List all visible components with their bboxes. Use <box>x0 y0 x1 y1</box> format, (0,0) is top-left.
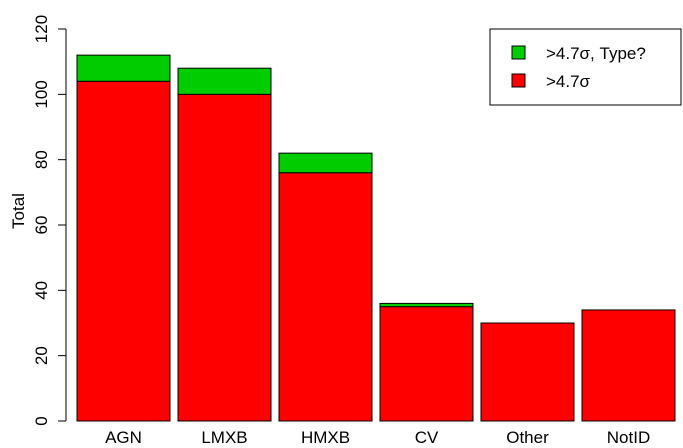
bar-agn-series-1 <box>76 54 171 82</box>
legend-label-significant: >4.7σ <box>546 72 591 91</box>
bar-hmxb-series-0 <box>278 172 373 422</box>
bar-cv-series-0 <box>379 306 474 422</box>
bar-agn-series-0 <box>76 80 171 422</box>
y-axis-label: Total <box>9 193 28 229</box>
legend-label-type-unknown: >4.7σ, Type? <box>546 44 646 63</box>
y-tick-label: 120 <box>32 15 51 43</box>
y-tick-label: 100 <box>32 80 51 108</box>
y-tick-label: 0 <box>32 416 51 425</box>
bar-lmxb-series-0 <box>177 93 272 422</box>
x-tick-label-notid: NotID <box>607 428 650 447</box>
bar-other-series-0 <box>480 322 575 422</box>
bar-hmxb-series-1 <box>278 152 373 174</box>
bar-notid-series-0 <box>581 309 676 422</box>
x-tick-label-hmxb: HMXB <box>301 428 350 447</box>
x-tick-label-cv: CV <box>415 428 439 447</box>
legend: >4.7σ, Type? >4.7σ <box>489 28 682 106</box>
y-tick-label: 20 <box>32 346 51 365</box>
bars <box>76 54 676 422</box>
x-tick-label-other: Other <box>506 428 549 447</box>
legend-swatch-type-unknown <box>511 45 526 60</box>
y-axis: 0 20 40 60 80 100 120 <box>32 15 67 426</box>
y-tick-label: 60 <box>32 216 51 235</box>
x-tick-label-lmxb: LMXB <box>201 428 247 447</box>
bar-cv-series-1 <box>379 302 474 308</box>
legend-swatch-significant <box>511 73 526 88</box>
y-tick-label: 80 <box>32 150 51 169</box>
bar-lmxb-series-1 <box>177 67 272 95</box>
legend-box <box>489 28 682 106</box>
y-tick-label: 40 <box>32 281 51 300</box>
x-tick-labels: AGN LMXB HMXB CV Other NotID <box>105 428 650 447</box>
x-tick-label-agn: AGN <box>105 428 142 447</box>
